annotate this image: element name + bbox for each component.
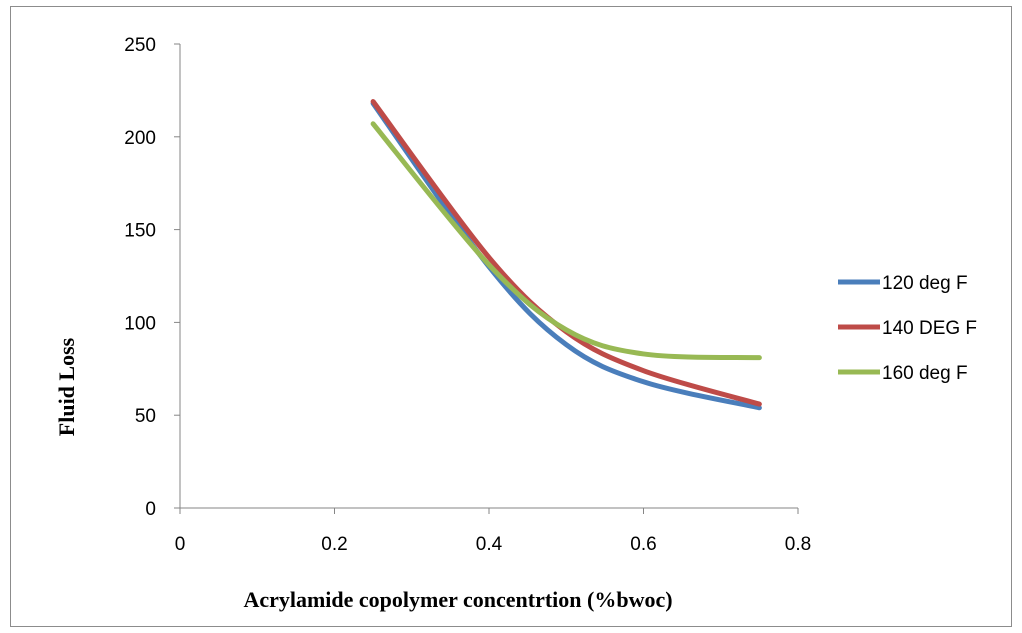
y-axis-title: Fluid Loss <box>54 337 79 436</box>
legend-label-1: 120 deg F <box>882 273 968 294</box>
x-tick-label: 0.6 <box>630 534 656 555</box>
x-tick-label: 0.4 <box>476 534 503 555</box>
y-tick-label: 200 <box>124 128 156 149</box>
series-line-1 <box>370 100 762 411</box>
x-tick-label: 0.8 <box>785 534 811 555</box>
y-tick-label: 50 <box>135 406 156 427</box>
y-tick-label: 100 <box>124 313 156 334</box>
axis-tick-marks <box>174 43 799 514</box>
y-tick-labels: 0 50 100 150 200 250 <box>124 35 156 520</box>
legend-label-3: 160 deg F <box>882 363 968 384</box>
series-line-3 <box>370 121 762 361</box>
x-axis-title: Acrylamide copolymer concentrtion (%bwoc… <box>243 587 672 612</box>
y-tick-label: 0 <box>145 499 156 520</box>
series-lines <box>370 99 762 411</box>
legend: 120 deg F 140 DEG F 160 deg F <box>838 273 977 384</box>
chart-frame <box>10 6 1012 627</box>
x-tick-labels: 0 0.2 0.4 0.6 0.8 <box>175 534 812 555</box>
x-tick-label: 0.2 <box>321 534 347 555</box>
y-tick-label: 250 <box>124 35 156 56</box>
y-tick-label: 150 <box>124 221 156 242</box>
legend-label-2: 140 DEG F <box>882 318 977 339</box>
x-tick-label: 0 <box>175 534 186 555</box>
